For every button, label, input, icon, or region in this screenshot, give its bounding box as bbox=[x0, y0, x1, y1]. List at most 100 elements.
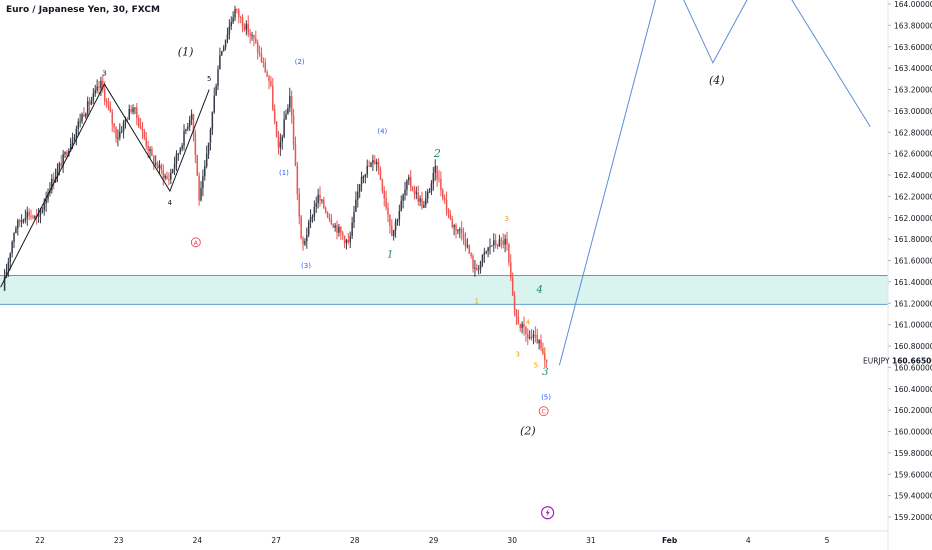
candle-body bbox=[360, 176, 363, 185]
candle-body bbox=[343, 236, 346, 244]
candle-body bbox=[336, 225, 338, 233]
time-axis[interactable]: 22 23 24 27 28 29 30 31 Feb 4 5 bbox=[35, 536, 829, 545]
candle-body bbox=[362, 176, 365, 178]
candle-body bbox=[391, 225, 393, 237]
candle-body bbox=[328, 217, 331, 220]
candle-body bbox=[544, 353, 546, 360]
candle-body bbox=[330, 219, 333, 225]
candle-body bbox=[194, 133, 197, 156]
time-tick-label: 29 bbox=[429, 536, 439, 545]
candle-body bbox=[15, 228, 17, 234]
price-tick-label: 159.20000 bbox=[894, 513, 932, 522]
price-tick-label: 160.80000 bbox=[894, 342, 932, 351]
candle-body bbox=[219, 55, 221, 70]
candle-body bbox=[264, 62, 266, 73]
candle-body bbox=[545, 359, 548, 362]
axes bbox=[0, 0, 889, 550]
candle-body bbox=[338, 226, 340, 233]
time-tick-label: 24 bbox=[193, 536, 203, 545]
candle-body bbox=[260, 53, 263, 62]
candle-body bbox=[307, 221, 310, 236]
candle-body bbox=[272, 85, 274, 110]
candle-body bbox=[298, 194, 300, 217]
candle-body bbox=[132, 108, 134, 113]
candle-body bbox=[117, 137, 119, 139]
candle-body bbox=[530, 337, 533, 339]
candle-body bbox=[426, 191, 429, 199]
candle-body bbox=[462, 233, 465, 240]
candle-body bbox=[3, 276, 6, 291]
candle-body bbox=[347, 240, 350, 243]
candle-body bbox=[389, 214, 391, 226]
time-tick-label: 4 bbox=[746, 536, 751, 545]
candle-body bbox=[440, 179, 442, 191]
candle-body bbox=[205, 153, 208, 167]
candle-body bbox=[313, 206, 316, 217]
last-price-value: 160.66500 bbox=[892, 356, 932, 365]
candle-body bbox=[232, 17, 234, 23]
wave-label: 2 bbox=[542, 350, 546, 357]
price-tick-label: 159.40000 bbox=[894, 492, 932, 501]
candle-body bbox=[24, 218, 27, 221]
candle-body bbox=[287, 107, 289, 115]
candle-body bbox=[45, 199, 47, 204]
candle-body bbox=[204, 166, 206, 177]
price-tick-label: 160.00000 bbox=[894, 428, 932, 437]
candle-body bbox=[111, 112, 113, 124]
price-tick-label: 161.20000 bbox=[894, 299, 932, 308]
candle-body bbox=[385, 198, 387, 208]
candle-body bbox=[283, 119, 285, 137]
candle-body bbox=[273, 109, 276, 122]
candle-body bbox=[285, 114, 287, 120]
candle-body bbox=[173, 164, 176, 170]
candle-body bbox=[102, 80, 104, 90]
candle-body bbox=[491, 245, 493, 247]
candle-body bbox=[160, 165, 163, 170]
candle-body bbox=[409, 177, 412, 187]
candle-body bbox=[170, 172, 172, 180]
candle-body bbox=[192, 114, 195, 134]
candle-body bbox=[404, 189, 406, 196]
candle-body bbox=[249, 33, 251, 36]
candle-body bbox=[392, 230, 395, 237]
candle-body bbox=[198, 175, 200, 201]
candle-body bbox=[425, 198, 427, 206]
price-tick-label: 160.20000 bbox=[894, 406, 932, 415]
candle-body bbox=[245, 23, 248, 30]
price-axis[interactable]: 159.20000 159.40000 159.60000 159.80000 160.… bbox=[888, 0, 932, 522]
candle-body bbox=[88, 101, 91, 105]
candle-body bbox=[489, 246, 491, 248]
candle-body bbox=[126, 119, 129, 121]
candle-body bbox=[168, 178, 170, 180]
candle-body bbox=[37, 214, 40, 217]
circled-mark bbox=[190, 237, 201, 248]
candle-body bbox=[100, 80, 102, 88]
candle-body bbox=[275, 121, 278, 137]
candle-body bbox=[224, 39, 227, 48]
candle-body bbox=[477, 268, 480, 270]
candle-body bbox=[540, 340, 542, 349]
candle-body bbox=[332, 224, 334, 228]
candle-body bbox=[86, 101, 89, 114]
price-tick-label: 163.20000 bbox=[894, 86, 932, 95]
candle-body bbox=[445, 199, 448, 210]
candle-body bbox=[323, 199, 325, 209]
candle-body bbox=[479, 261, 482, 269]
candle-body bbox=[377, 162, 380, 169]
candle-body bbox=[62, 154, 64, 167]
time-tick-label: 28 bbox=[350, 536, 360, 545]
candle-body bbox=[402, 195, 404, 201]
wave-label: 1 bbox=[387, 249, 393, 260]
candle-body bbox=[368, 165, 370, 167]
candle-body bbox=[460, 229, 463, 234]
candle-body bbox=[304, 241, 306, 245]
candle-body bbox=[41, 209, 44, 213]
candle-body bbox=[370, 162, 372, 167]
candle-body bbox=[300, 216, 302, 239]
candle-body bbox=[187, 126, 189, 129]
candle-body bbox=[527, 333, 529, 338]
candle-body bbox=[374, 160, 376, 165]
candle-body bbox=[43, 203, 45, 210]
candle-body bbox=[351, 222, 353, 237]
